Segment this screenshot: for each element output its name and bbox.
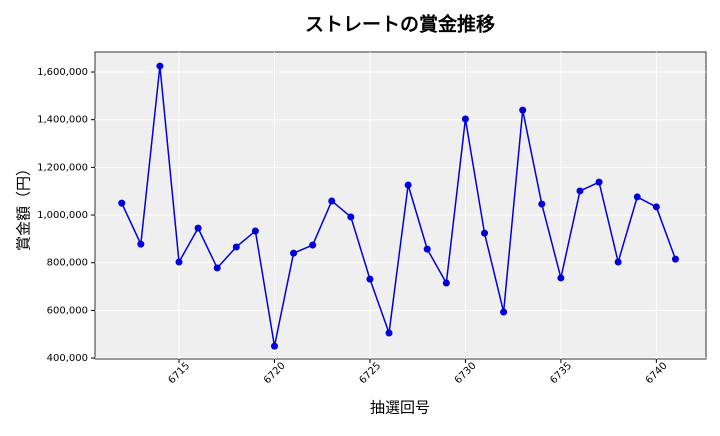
line [121,65,677,347]
x-tick-label: 6730 [453,360,479,386]
y-tick-label: 1,200,000 [37,162,88,173]
point [557,274,565,282]
x-axis-label: 抽選回号 [370,399,430,417]
point [194,224,202,232]
x-tick-label: 6735 [548,360,574,386]
y-tick-label: 400,000 [47,353,88,364]
point [652,203,660,211]
plot-area [94,51,707,360]
point [328,197,336,205]
point [232,243,240,251]
y-axis-label: 賞金額（円） [15,161,33,251]
y-tick-label: 800,000 [47,258,88,269]
point [366,275,374,283]
point [671,255,679,263]
point [500,308,508,316]
x-tick-label: 6715 [166,360,192,386]
point [175,258,183,266]
point [385,329,393,337]
y-tick-label: 1,400,000 [37,115,88,126]
x-tick-label: 6740 [644,360,670,386]
point [461,115,469,123]
point [442,279,450,287]
point [481,229,489,237]
point [118,199,126,207]
x-tick-label: 6725 [357,360,383,386]
point [309,241,317,249]
chart-title: ストレートの賞金推移 [305,13,495,36]
point [423,245,431,253]
point [595,178,603,186]
point [538,200,546,208]
point [213,264,221,272]
point [404,181,412,189]
point [614,258,622,266]
point [251,227,259,235]
y-tick-label: 600,000 [47,305,88,316]
point [156,62,164,70]
point [290,249,298,257]
point [633,193,641,201]
y-tick-label: 1,000,000 [37,210,88,221]
y-tick-label: 1,600,000 [37,67,88,78]
point [270,342,278,350]
point [347,213,355,221]
x-tick-label: 6720 [262,360,288,386]
point [576,187,584,195]
point [519,106,527,114]
point [137,240,145,248]
